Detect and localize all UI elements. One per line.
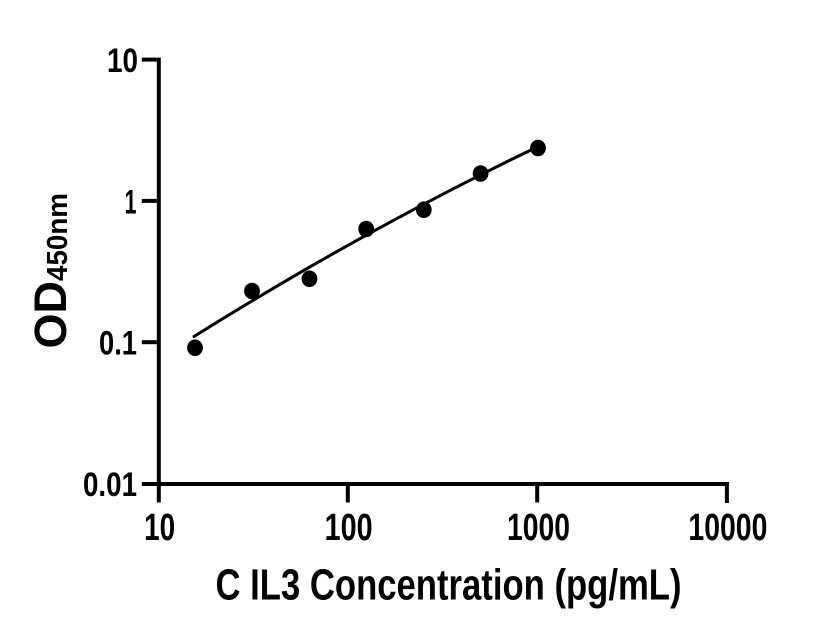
svg-text:OD450nm: OD450nm [25, 193, 76, 349]
svg-text:1000: 1000 [507, 507, 570, 549]
svg-text:1: 1 [125, 183, 137, 221]
svg-text:10000: 10000 [688, 507, 767, 549]
svg-text:10: 10 [144, 507, 175, 549]
svg-text:10: 10 [107, 42, 138, 80]
svg-text:100: 100 [325, 507, 373, 549]
svg-text:0.01: 0.01 [83, 466, 137, 504]
svg-text:0.1: 0.1 [99, 325, 137, 363]
svg-text:C IL3 Concentration (pg/mL): C IL3 Concentration (pg/mL) [216, 561, 682, 610]
